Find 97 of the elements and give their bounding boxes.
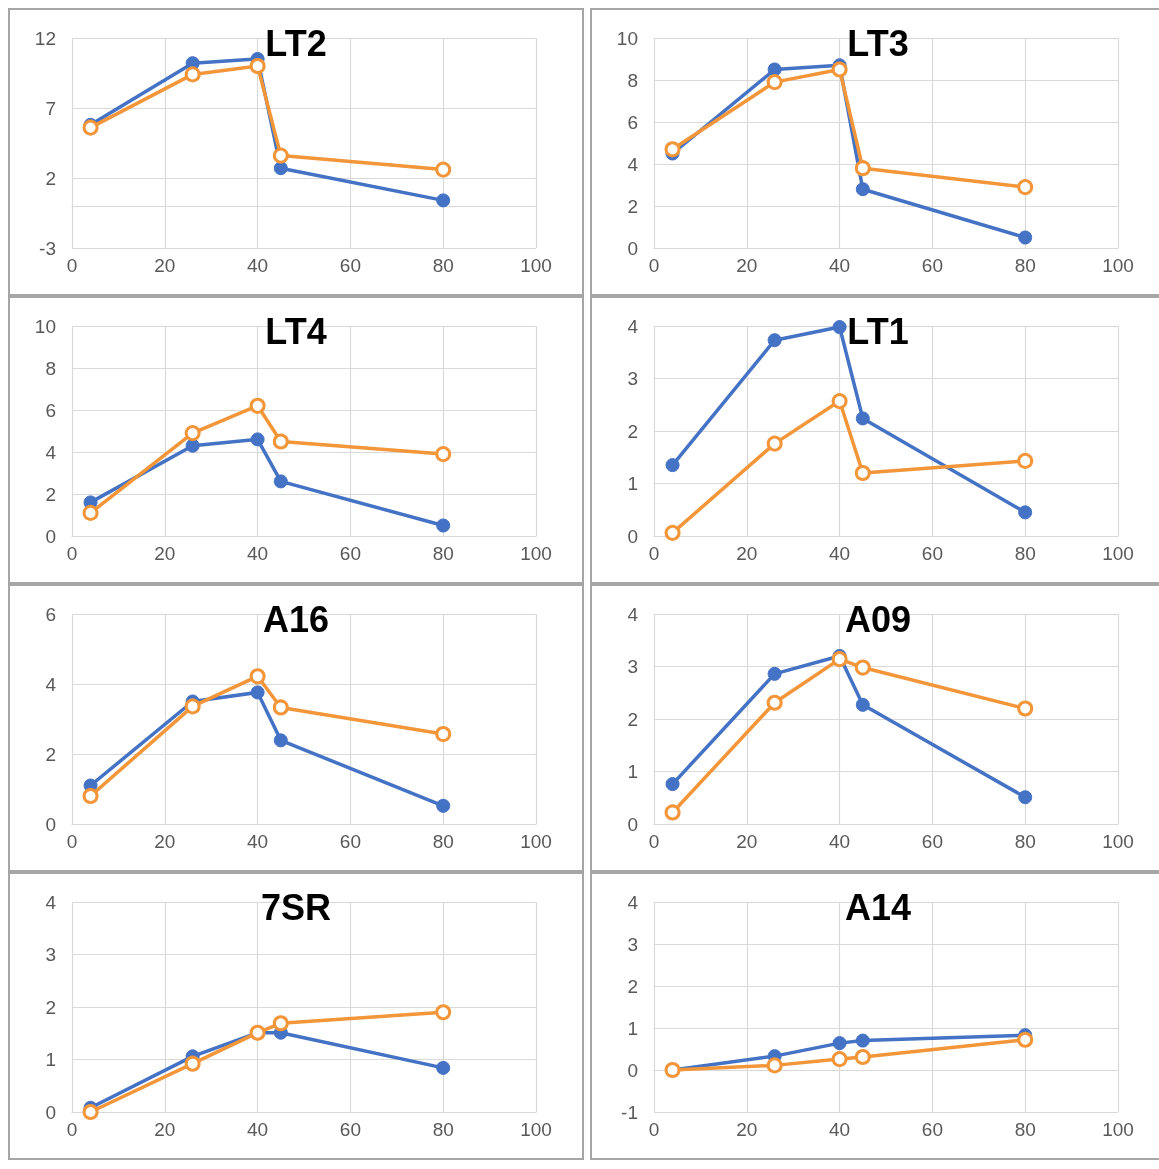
x-tick-label: 0 <box>648 543 660 564</box>
x-tick-label: 60 <box>339 1119 361 1140</box>
x-tick-label: 40 <box>829 1119 851 1140</box>
x-tick-label: 80 <box>432 543 454 564</box>
x-tick-label: 60 <box>921 831 943 852</box>
y-tick-label: 2 <box>45 167 56 189</box>
x-tick-label: 100 <box>1102 1119 1134 1140</box>
y-tick-label: 2 <box>45 743 56 765</box>
y-tick-label: 6 <box>45 603 56 625</box>
x-tick-label: 40 <box>829 831 851 852</box>
y-tick-label: 4 <box>627 603 639 625</box>
x-tick-label: 20 <box>736 255 758 276</box>
x-tick-label: 80 <box>1014 255 1036 276</box>
chart-title: LT1 <box>847 310 909 352</box>
y-tick-label: 4 <box>627 891 639 913</box>
y-tick-label: 6 <box>627 111 638 133</box>
x-tick-label: 60 <box>339 255 361 276</box>
x-tick-label: 80 <box>1014 1119 1036 1140</box>
y-tick-label: 8 <box>627 69 638 91</box>
y-tick-label: 2 <box>45 996 56 1018</box>
x-tick-label: 0 <box>66 543 78 564</box>
x-tick-label: 20 <box>736 831 758 852</box>
y-tick-label: 4 <box>627 153 639 175</box>
x-tick-label: 40 <box>247 831 269 852</box>
y-tick-label: 2 <box>627 195 638 217</box>
y-tick-label: 10 <box>34 315 56 337</box>
y-tick-label: 1 <box>627 473 638 494</box>
chart-title: A09 <box>844 598 912 640</box>
y-tick-label: 2 <box>627 420 638 442</box>
x-tick-label: 60 <box>921 1119 943 1140</box>
x-tick-label: 100 <box>1102 255 1134 276</box>
x-tick-label: 0 <box>66 255 78 276</box>
x-tick-label: 40 <box>247 255 269 276</box>
y-tick-label: 4 <box>45 441 57 463</box>
y-tick-label: 2 <box>627 975 638 997</box>
x-tick-label: 80 <box>432 1119 454 1140</box>
y-tick-label: 0 <box>627 813 638 835</box>
y-tick-label: 0 <box>45 1101 56 1123</box>
x-tick-label: 20 <box>736 543 758 564</box>
y-tick-label: 4 <box>45 673 57 695</box>
y-tick-label: 6 <box>45 399 56 421</box>
x-tick-label: 100 <box>520 831 552 852</box>
y-tick-label: 1 <box>627 1017 638 1039</box>
y-tick-label: 7 <box>45 97 56 119</box>
y-tick-label: 1 <box>627 761 638 782</box>
chart-title: LT4 <box>265 310 327 352</box>
y-tick-label: 0 <box>627 525 638 547</box>
y-tick-label: 1 <box>45 1049 56 1070</box>
y-tick-label: 3 <box>627 368 638 389</box>
x-tick-label: 80 <box>432 831 454 852</box>
y-tick-label: -3 <box>39 237 56 259</box>
x-tick-label: 20 <box>154 831 176 852</box>
x-tick-label: 0 <box>66 831 78 852</box>
x-tick-label: 100 <box>520 255 552 276</box>
x-tick-label: 100 <box>520 543 552 564</box>
x-tick-label: 40 <box>247 543 269 564</box>
chart-title: A16 <box>262 598 330 640</box>
y-tick-label: 3 <box>627 656 638 677</box>
x-tick-label: 100 <box>1102 831 1134 852</box>
y-tick-label: 0 <box>627 1059 638 1081</box>
y-tick-label: 4 <box>45 891 57 913</box>
x-tick-label: 100 <box>1102 543 1134 564</box>
x-tick-label: 80 <box>1014 543 1036 564</box>
y-tick-label: -1 <box>621 1101 638 1123</box>
y-tick-label: 0 <box>45 525 56 547</box>
x-tick-label: 20 <box>154 255 176 276</box>
x-tick-label: 20 <box>154 1119 176 1140</box>
x-tick-label: 40 <box>829 543 851 564</box>
x-tick-label: 80 <box>1014 831 1036 852</box>
x-tick-label: 40 <box>829 255 851 276</box>
x-tick-label: 20 <box>736 1119 758 1140</box>
x-tick-label: 100 <box>520 1119 552 1140</box>
chart-title: LT3 <box>847 22 909 64</box>
x-tick-label: 0 <box>648 831 660 852</box>
y-tick-label: 0 <box>627 237 638 259</box>
chart-title: 7SR <box>260 886 332 928</box>
y-tick-label: 3 <box>45 944 56 965</box>
x-tick-label: 60 <box>921 543 943 564</box>
y-tick-label: 2 <box>45 483 56 505</box>
x-tick-label: 40 <box>247 1119 269 1140</box>
x-tick-label: 20 <box>154 543 176 564</box>
y-tick-label: 0 <box>45 813 56 835</box>
x-tick-label: 60 <box>921 255 943 276</box>
y-tick-label: 2 <box>627 708 638 730</box>
chart-title: A14 <box>844 886 912 928</box>
chart-title: LT2 <box>265 22 327 64</box>
y-tick-label: 12 <box>34 27 56 49</box>
y-tick-label: 4 <box>627 315 639 337</box>
y-tick-label: 10 <box>616 27 638 49</box>
y-tick-label: 3 <box>627 933 638 955</box>
x-tick-label: 0 <box>66 1119 78 1140</box>
x-tick-label: 60 <box>339 831 361 852</box>
y-tick-label: 8 <box>45 357 56 379</box>
x-tick-label: 60 <box>339 543 361 564</box>
x-tick-label: 0 <box>648 1119 660 1140</box>
x-tick-label: 0 <box>648 255 660 276</box>
x-tick-label: 80 <box>432 255 454 276</box>
